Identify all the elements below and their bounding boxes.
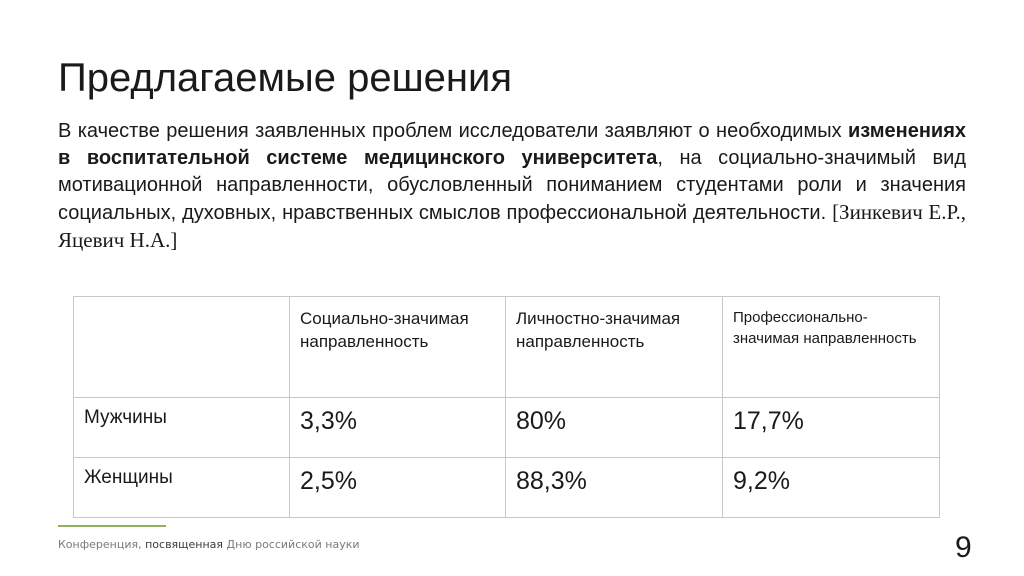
header-cell-professional: Профессионально-значимая направленность (722, 296, 940, 398)
footer-text: Конференция, посвященная Дню российской … (58, 538, 360, 551)
header-cell-social: Социально-значимая направленность (289, 296, 506, 398)
table-row: Мужчины 3,3% 80% 17,7% (73, 397, 940, 458)
footer-text-1: Конференция, (58, 538, 146, 551)
paragraph-text-1: В качестве решения заявленных проблем ис… (58, 120, 848, 142)
table-header-row: Социально-значимая направленность Личнос… (73, 296, 940, 398)
cell-men-personal: 80% (505, 397, 723, 458)
footer-divider (58, 525, 166, 527)
paragraph-bold-text: изменениях в воспитательной системе меди… (58, 120, 966, 169)
paragraph-text-2: , на социально-значимый вид мотивационно… (58, 147, 966, 224)
header-cell-empty (73, 296, 290, 398)
slide-title: Предлагаемые решения (58, 56, 513, 100)
header-cell-personal: Личностно-значимая направленность (505, 296, 723, 398)
body-paragraph: В качестве решения заявленных проблем ис… (58, 118, 966, 255)
footer-text-2: посвященная (145, 538, 224, 551)
row-label-women: Женщины (73, 457, 290, 518)
cell-women-social: 2,5% (289, 457, 506, 518)
cell-men-social: 3,3% (289, 397, 506, 458)
table-row: Женщины 2,5% 88,3% 9,2% (73, 457, 940, 518)
cell-men-professional: 17,7% (722, 397, 940, 458)
results-table: Социально-значимая направленность Личнос… (73, 296, 940, 518)
page-number: 9 (955, 531, 972, 564)
row-label-men: Мужчины (73, 397, 290, 458)
cell-women-professional: 9,2% (722, 457, 940, 518)
footer-text-3: Дню российской науки (223, 538, 360, 551)
cell-women-personal: 88,3% (505, 457, 723, 518)
citation: [Зинкевич Е.Р., Яцевич Н.А.] (58, 200, 966, 252)
